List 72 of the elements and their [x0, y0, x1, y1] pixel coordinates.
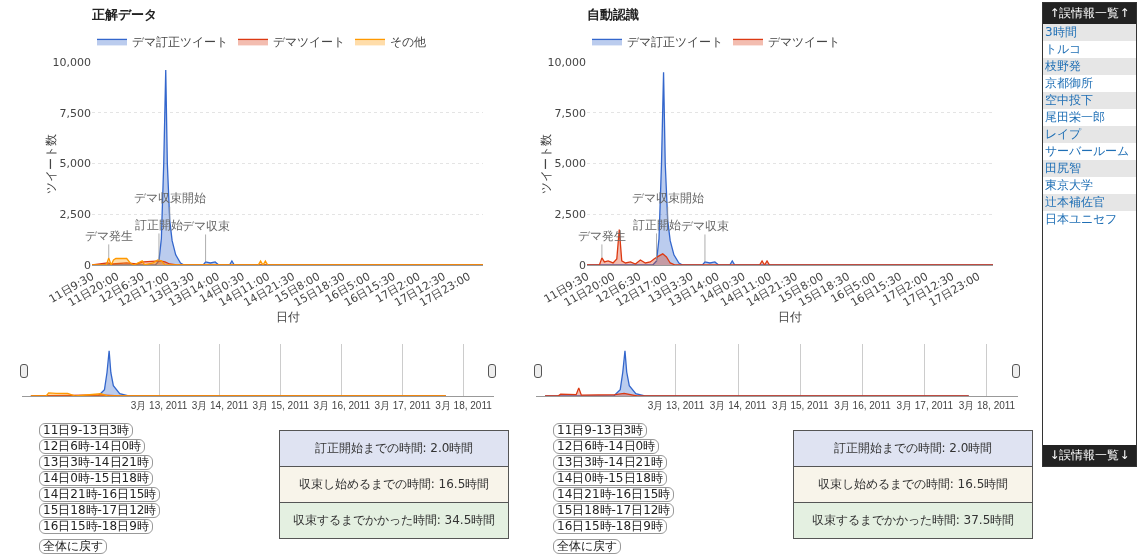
- x-axis-title: 日付: [778, 310, 802, 325]
- text: 3時間: [1043, 24, 1136, 41]
- text: 日本ユニセフ: [1044, 211, 1118, 228]
- y-tick-label: 7,500: [59, 106, 91, 120]
- y-tick-label: 7,500: [554, 106, 586, 120]
- x-tick-label: 3月 18, 2011: [958, 400, 1016, 411]
- text: 13日3時-14日21時: [39, 455, 153, 470]
- x-tick-label: 3月 16, 2011: [313, 400, 371, 411]
- text: 空中投下: [1043, 92, 1136, 109]
- x-tick-label: 3月 13, 2011: [130, 400, 188, 411]
- text: 尾田栄一郎: [1044, 109, 1106, 126]
- text: トルコ: [1044, 41, 1082, 58]
- text: 16日15時-18日9時: [553, 519, 667, 534]
- y-tick-label: 2,500: [59, 208, 91, 222]
- text: 14日21時-16日15時: [553, 487, 675, 502]
- annotation: デマ収束: [681, 219, 729, 233]
- x-tick-label: 3月 14, 2011: [191, 400, 249, 411]
- x-tick-label: 3月 15, 2011: [772, 400, 830, 411]
- legend-label: デマツイート: [273, 35, 345, 50]
- text: 枝野発: [1043, 58, 1136, 75]
- x-tick-label: 3月 17, 2011: [896, 400, 954, 411]
- y-tick-label: 0: [579, 258, 586, 272]
- text: 14日0時-15日18時: [553, 471, 667, 486]
- legend-label: デマツイート: [768, 35, 840, 50]
- text: ↓誤情報一覧↓: [1043, 445, 1136, 466]
- text: 11日9-13日3時: [39, 423, 134, 438]
- text: サーバールーム: [1044, 143, 1130, 160]
- text: 収束し始めるまでの時間: 16.5時間: [279, 467, 509, 503]
- y-tick-label: 2,500: [554, 208, 586, 222]
- text: 13日3時-14日21時: [553, 455, 667, 470]
- text: 東京大学: [1044, 177, 1094, 194]
- text: 収束するまでかかった時間: 34.5時間: [279, 503, 509, 539]
- text: 11日9-13日3時: [553, 423, 648, 438]
- x-tick-label: 3月 14, 2011: [709, 400, 767, 411]
- text: 収束するまでかかった時間: 37.5時間: [793, 503, 1033, 539]
- y-tick-label: 10,000: [547, 55, 586, 69]
- y-axis-title: ツイート数: [43, 133, 58, 194]
- text: 京都御所: [1044, 75, 1094, 92]
- text: 全体に戻す: [39, 539, 107, 554]
- text: 15日18時-17日12時: [553, 503, 675, 518]
- text: 15日18時-17日12時: [39, 503, 161, 518]
- x-tick-label: 3月 13, 2011: [647, 400, 705, 411]
- x-tick-label: 3月 17, 2011: [374, 400, 432, 411]
- text: 訂正開始までの時間: 2.0時間: [279, 430, 509, 467]
- text: レイプ: [1043, 126, 1136, 143]
- y-tick-label: 0: [84, 258, 91, 272]
- text: 14日21時-16日15時: [39, 487, 161, 502]
- text: ↑誤情報一覧↑: [1043, 3, 1136, 24]
- text: 全体に戻す: [553, 539, 621, 554]
- annotation: デマ収束: [182, 219, 230, 233]
- chart-title: 正解データ: [91, 7, 157, 23]
- x-axis-title: 日付: [275, 310, 300, 325]
- y-axis-title: ツイート数: [538, 133, 553, 194]
- y-tick-label: 10,000: [52, 55, 91, 69]
- y-tick-label: 5,000: [554, 157, 586, 171]
- y-tick-label: 5,000: [59, 157, 91, 171]
- x-tick-label: 3月 18, 2011: [435, 400, 493, 411]
- text: 12日6時-14日0時: [39, 439, 146, 454]
- legend-label: デマ訂正ツイート: [132, 35, 228, 50]
- text: 12日6時-14日0時: [553, 439, 660, 454]
- legend-label: その他: [390, 35, 426, 50]
- text: 訂正開始までの時間: 2.0時間: [793, 430, 1033, 467]
- text: 14日0時-15日18時: [39, 471, 153, 486]
- x-tick-label: 3月 16, 2011: [834, 400, 892, 411]
- text: 田尻智: [1043, 160, 1136, 177]
- annotation: デマ発生: [85, 229, 133, 243]
- chart-title: 自動認識: [587, 7, 639, 23]
- text: 16日15時-18日9時: [39, 519, 153, 534]
- x-tick-label: 3月 15, 2011: [252, 400, 310, 411]
- legend-label: デマ訂正ツイート: [627, 35, 723, 50]
- text: 収束し始めるまでの時間: 16.5時間: [793, 467, 1033, 503]
- text: 辻本補佐官: [1043, 194, 1136, 211]
